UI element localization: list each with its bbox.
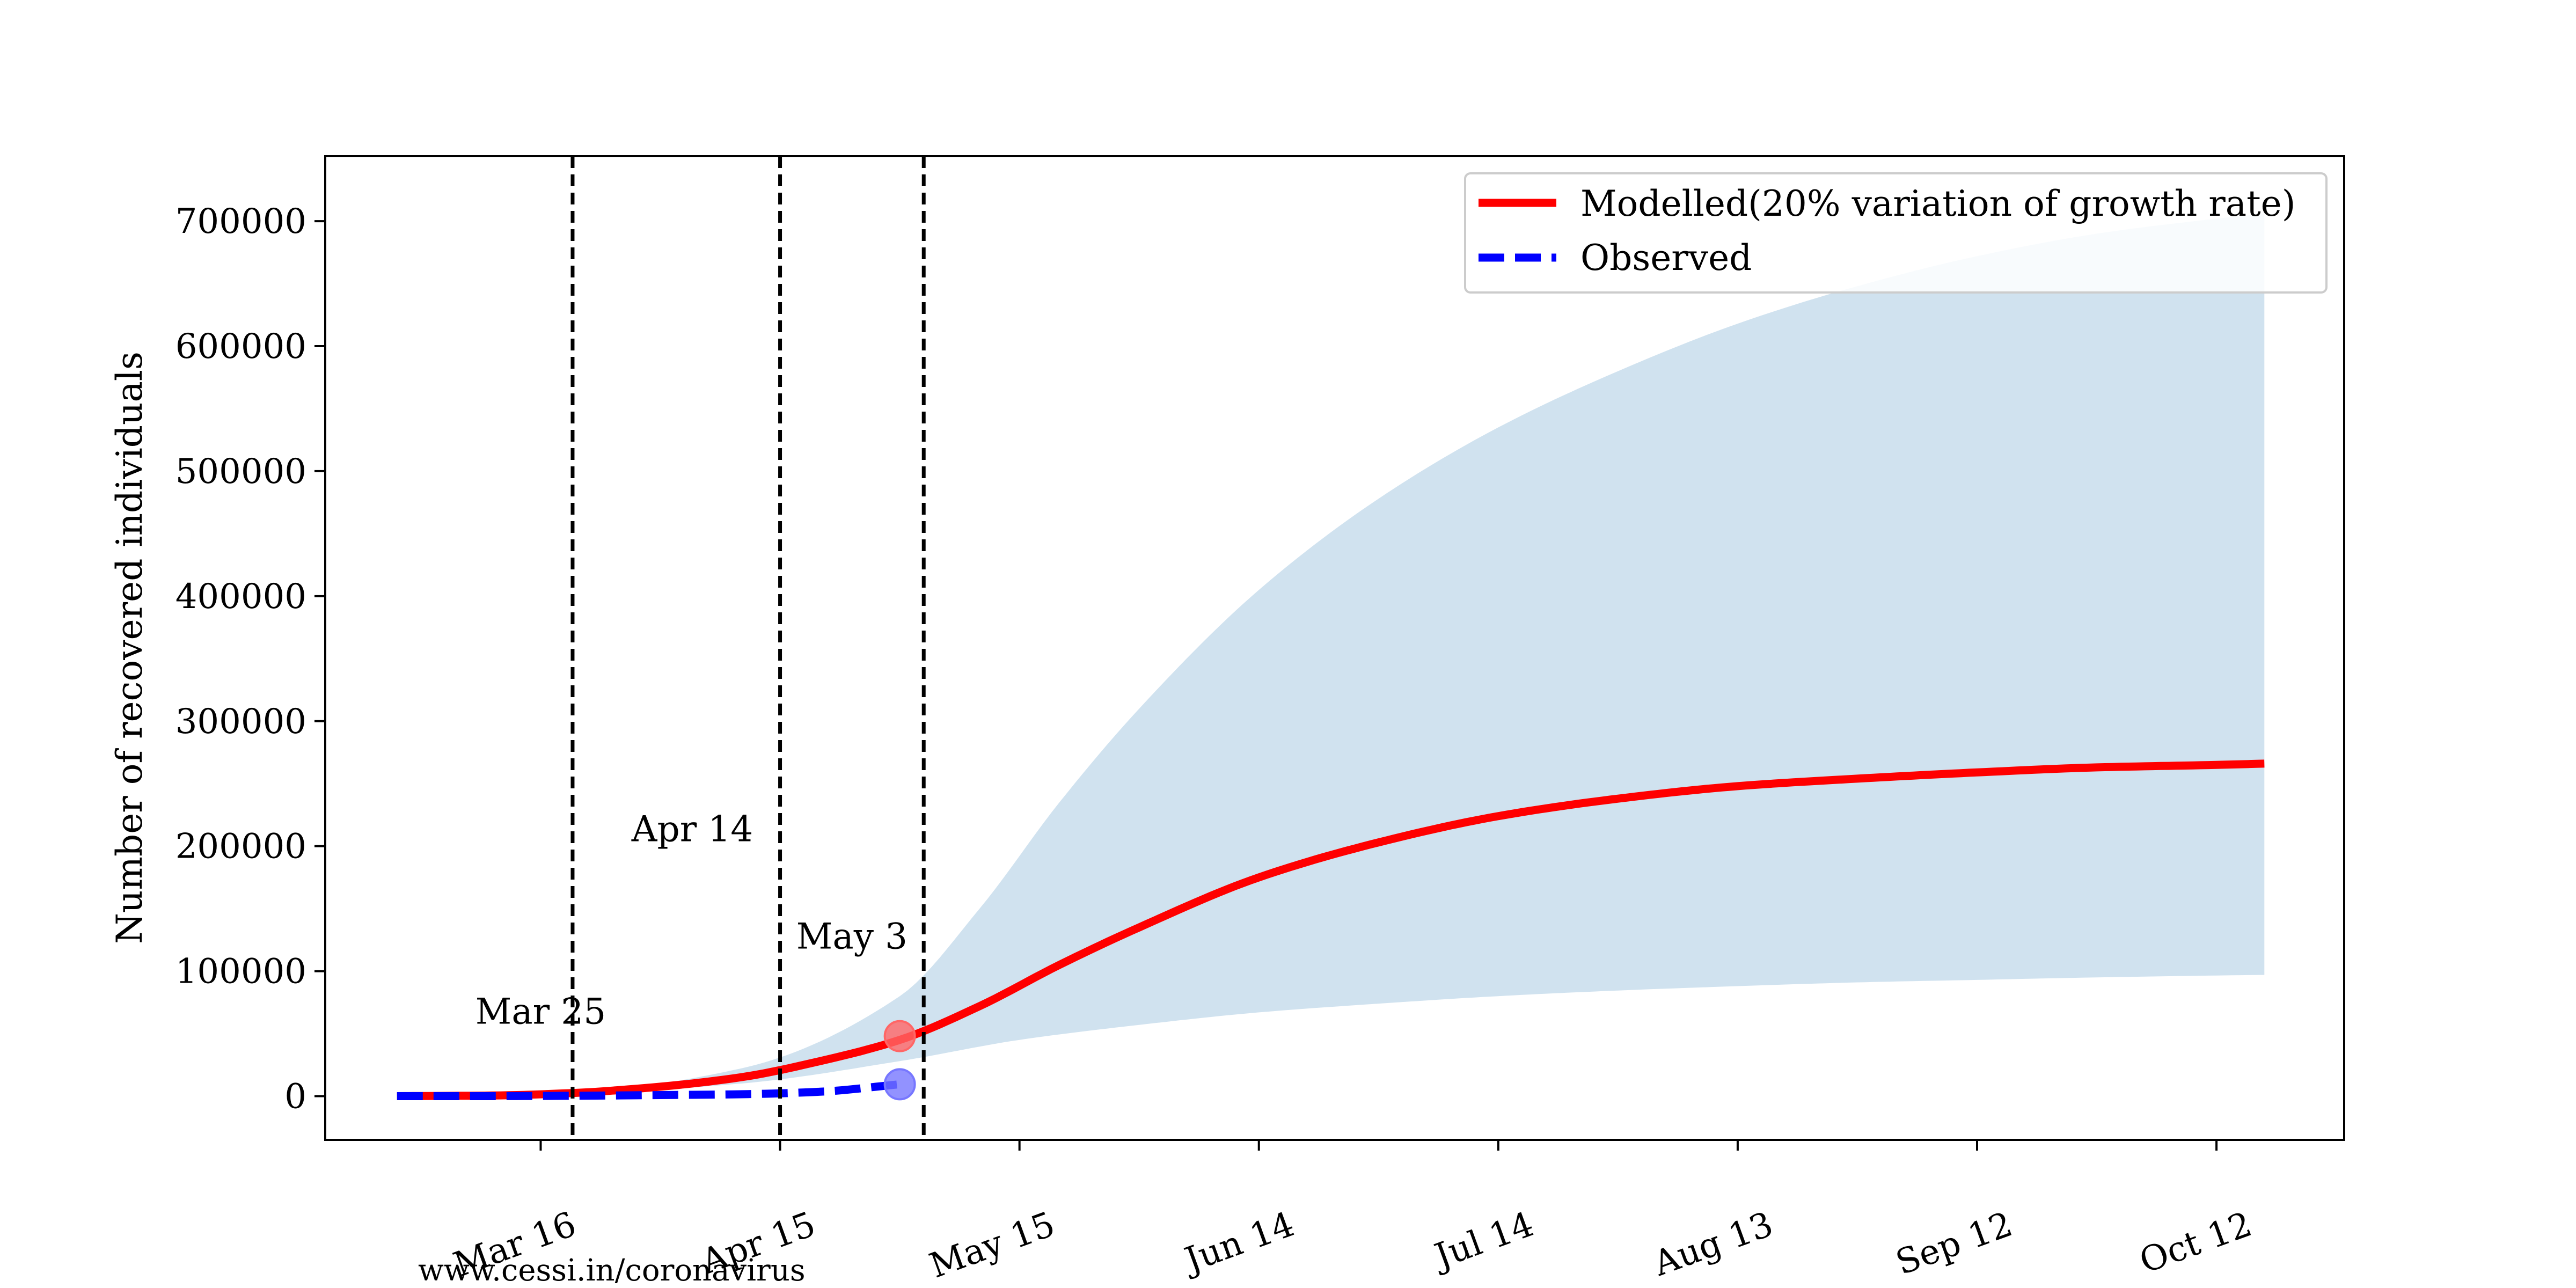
- annotation-layer: Mar 25 Apr 14 May 3: [475, 808, 908, 1032]
- y-tick-label: 100000: [175, 952, 306, 992]
- y-tick-label: 400000: [175, 577, 306, 617]
- x-tick-label: Jun 14: [1177, 1204, 1299, 1281]
- annotation-label: Mar 25: [475, 991, 606, 1032]
- y-tick-label: 500000: [175, 452, 306, 492]
- y-tick-label: 600000: [175, 327, 306, 367]
- y-tick-label: 0: [284, 1077, 306, 1116]
- observed-endpoint-marker: [883, 1068, 916, 1101]
- legend: Modelled(20% variation of growth rate) O…: [1464, 172, 2328, 294]
- x-tick-label: May 15: [925, 1204, 1060, 1286]
- x-tick-label: Jul 14: [1427, 1204, 1539, 1277]
- legend-observed-label: Observed: [1580, 237, 1752, 279]
- variation-band: [397, 214, 2265, 1096]
- annotation-label: Apr 14: [631, 808, 753, 850]
- footer-source: www.cessi.in/coronavirus: [418, 1253, 806, 1288]
- series-layer: [397, 759, 2265, 1100]
- y-tick-label: 200000: [175, 827, 306, 867]
- marker-layer: [883, 1020, 916, 1101]
- x-tick-label: Oct 12: [2134, 1204, 2257, 1281]
- modelled-endpoint-marker: [883, 1020, 916, 1052]
- y-axis: 0 100000 200000 300000 400000 500000 600000 700…: [175, 202, 325, 1116]
- y-axis-label: Number of recovered individuals: [109, 352, 150, 944]
- legend-box: [1464, 172, 2328, 294]
- variation-band-layer: [397, 214, 2265, 1096]
- annotation-label: May 3: [796, 916, 908, 957]
- event-lines-layer: [570, 156, 926, 1140]
- observed-line: [397, 1080, 901, 1100]
- plot-frame: [324, 155, 2345, 1141]
- y-tick-label: 300000: [175, 702, 306, 742]
- modelled-line: [397, 759, 2265, 1100]
- y-tick-label: 700000: [175, 202, 306, 241]
- x-tick-label: Sep 12: [1891, 1204, 2017, 1283]
- legend-modelled-label: Modelled(20% variation of growth rate): [1580, 183, 2295, 224]
- x-tick-label: Aug 13: [1648, 1204, 1779, 1284]
